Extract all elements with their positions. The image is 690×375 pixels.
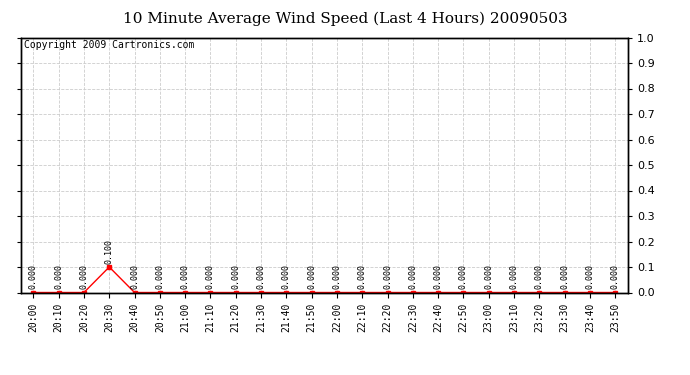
Text: 0.100: 0.100 xyxy=(105,239,114,264)
Text: 0.000: 0.000 xyxy=(560,264,569,290)
Text: 0.000: 0.000 xyxy=(231,264,240,290)
Text: 10 Minute Average Wind Speed (Last 4 Hours) 20090503: 10 Minute Average Wind Speed (Last 4 Hou… xyxy=(123,11,567,26)
Text: 0.000: 0.000 xyxy=(54,264,63,290)
Text: 0.000: 0.000 xyxy=(282,264,291,290)
Text: 0.000: 0.000 xyxy=(333,264,342,290)
Text: 0.000: 0.000 xyxy=(307,264,316,290)
Text: 0.000: 0.000 xyxy=(29,264,38,290)
Text: 0.000: 0.000 xyxy=(257,264,266,290)
Text: 0.000: 0.000 xyxy=(383,264,392,290)
Text: 0.000: 0.000 xyxy=(484,264,493,290)
Text: 0.000: 0.000 xyxy=(357,264,367,290)
Text: 0.000: 0.000 xyxy=(155,264,164,290)
Text: 0.000: 0.000 xyxy=(585,264,595,290)
Text: 0.000: 0.000 xyxy=(206,264,215,290)
Text: 0.000: 0.000 xyxy=(408,264,417,290)
Text: 0.000: 0.000 xyxy=(509,264,519,290)
Text: 0.000: 0.000 xyxy=(130,264,139,290)
Text: 0.000: 0.000 xyxy=(611,264,620,290)
Text: Copyright 2009 Cartronics.com: Copyright 2009 Cartronics.com xyxy=(23,40,194,50)
Text: 0.000: 0.000 xyxy=(181,264,190,290)
Text: 0.000: 0.000 xyxy=(79,264,88,290)
Text: 0.000: 0.000 xyxy=(433,264,443,290)
Text: 0.000: 0.000 xyxy=(459,264,468,290)
Text: 0.000: 0.000 xyxy=(535,264,544,290)
